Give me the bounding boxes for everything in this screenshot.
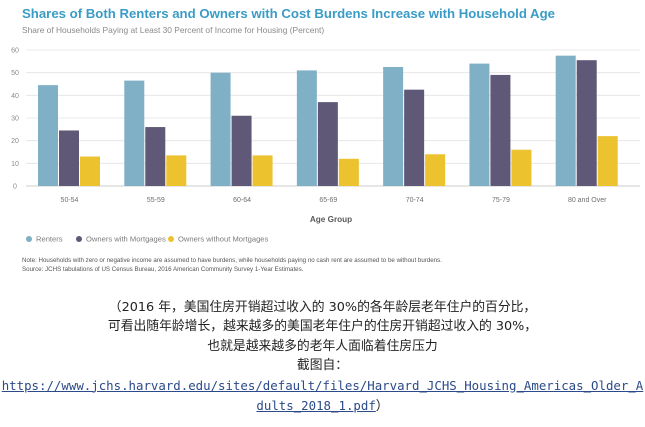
- y-tick-label: 20: [11, 138, 19, 145]
- bar-owners-with-mortgages-75-79: [490, 74, 511, 186]
- y-axis-ticks: 0 10 20 30 40 50 60: [11, 48, 19, 191]
- legend-label: Owners without Mortgages: [178, 235, 269, 244]
- source-link[interactable]: https://www.jchs.harvard.edu/sites/defau…: [1, 377, 644, 393]
- x-tick-label: 70-74: [406, 197, 424, 204]
- legend-label: Renters: [36, 235, 63, 244]
- y-tick-label: 0: [13, 184, 17, 191]
- y-tick-label: 60: [11, 48, 19, 55]
- x-axis-label: Age Group: [310, 215, 352, 224]
- bar-owners-with-mortgages-60-64: [231, 115, 252, 186]
- bar-owners-without-mortgages-55-59: [166, 155, 187, 186]
- bar-renters-50-54: [38, 85, 58, 186]
- y-tick-label: 30: [11, 116, 19, 123]
- bar-renters-70-74: [383, 67, 404, 186]
- y-tick-label: 50: [11, 70, 19, 77]
- legend-swatch: [76, 236, 82, 242]
- bar-owners-without-mortgages-60-64: [252, 155, 273, 186]
- x-tick-label: 75-79: [492, 197, 510, 204]
- x-tick-label: 55-59: [147, 197, 165, 204]
- bar-chart: 0 10 20 30 40 50 60 50-54 55-59 60-64 65-69 70-74 7…: [11, 48, 640, 244]
- bar-owners-with-mortgages-80-and-over: [576, 60, 597, 187]
- legend-swatch: [26, 236, 32, 242]
- caption-line-4: 截图自：: [296, 358, 349, 374]
- bar-owners-without-mortgages-75-79: [511, 149, 532, 186]
- caption-line-1: （2016 年，美国住房开销超过收入的 30%的各年龄层老年住户的百分比，: [108, 300, 537, 315]
- x-tick-label: 50-54: [61, 197, 79, 204]
- bar-owners-without-mortgages-65-69: [338, 158, 359, 186]
- bar-owners-without-mortgages-80-and-over: [597, 136, 618, 186]
- note-text: Note: Households with zero or negative i…: [22, 257, 442, 264]
- legend-label: Owners with Mortgages: [86, 235, 166, 244]
- x-tick-label: 60-64: [233, 197, 251, 204]
- source-text: Source: JCHS tabulations of US Census Bu…: [22, 266, 304, 273]
- chart-title: Shares of Both Renters and Owners with C…: [22, 6, 555, 21]
- bar-renters-75-79: [469, 63, 490, 186]
- bars: [38, 55, 618, 187]
- bar-owners-with-mortgages-65-69: [317, 102, 338, 186]
- caption-close-paren: ）: [375, 399, 389, 415]
- chart-notes: Note: Households with zero or negative i…: [22, 256, 442, 274]
- caption-line-2: 可看出随年龄增长，越来越多的美国老年住户的住房开销超过收入的 30%，: [107, 319, 538, 335]
- legend: Renters Owners with Mortgages Owners witho…: [26, 235, 269, 244]
- bar-renters-55-59: [124, 80, 145, 186]
- legend-swatch: [168, 236, 174, 242]
- bar-renters-80-and-over: [555, 55, 576, 186]
- source-link-continued[interactable]: dults_2018_1.pdf: [256, 398, 376, 414]
- caption: （2016 年，美国住房开销超过收入的 30%的各年龄层老年住户的百分比， 可看…: [0, 298, 645, 416]
- caption-line-3: 也就是越来越多的老年人面临着住房压力: [207, 338, 438, 354]
- bar-owners-without-mortgages-50-54: [80, 156, 100, 186]
- chart-subtitle: Share of Households Paying at Least 30 P…: [22, 25, 325, 35]
- x-tick-label: 65-69: [319, 197, 337, 204]
- bar-owners-without-mortgages-70-74: [425, 154, 446, 186]
- bar-owners-with-mortgages-50-54: [59, 130, 79, 186]
- bar-renters-60-64: [210, 72, 231, 186]
- bar-renters-65-69: [296, 70, 317, 186]
- bar-owners-with-mortgages-55-59: [145, 127, 166, 186]
- bar-owners-with-mortgages-70-74: [404, 89, 425, 186]
- x-axis-ticks: 50-54 55-59 60-64 65-69 70-74 75-79 80 and Ove…: [61, 197, 608, 204]
- x-tick-label: 80 and Over: [568, 197, 607, 204]
- y-tick-label: 40: [11, 93, 19, 100]
- y-tick-label: 10: [11, 161, 19, 168]
